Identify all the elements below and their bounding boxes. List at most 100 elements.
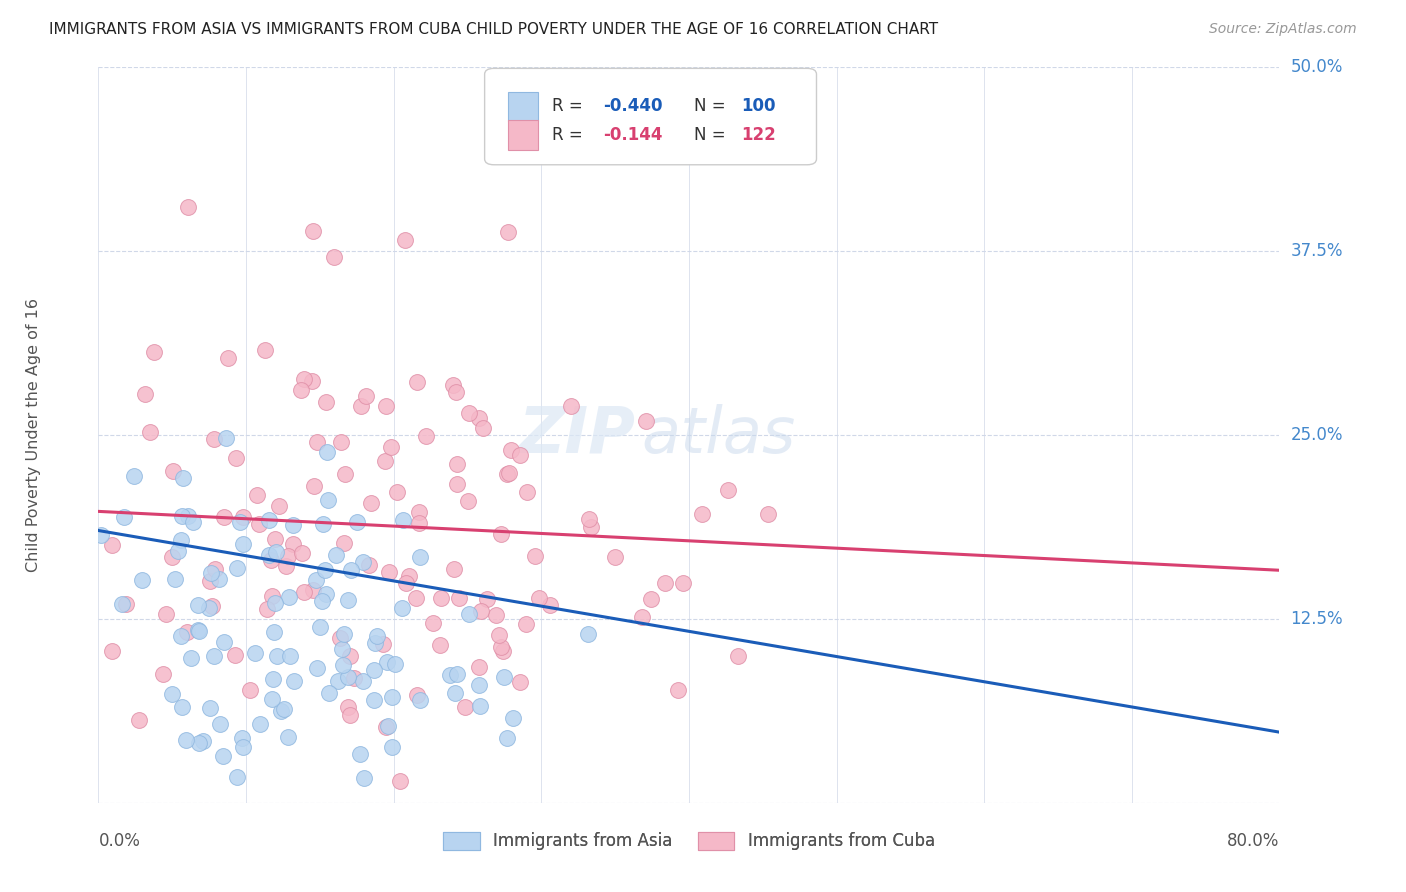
Text: 37.5%: 37.5% bbox=[1291, 242, 1343, 260]
Point bbox=[468, 410, 491, 425]
Point bbox=[391, 513, 413, 527]
Point bbox=[204, 562, 226, 576]
Point bbox=[578, 512, 600, 526]
FancyBboxPatch shape bbox=[485, 69, 817, 165]
Point bbox=[499, 442, 522, 457]
Text: 80.0%: 80.0% bbox=[1227, 832, 1279, 850]
Point bbox=[162, 687, 184, 701]
Text: -0.144: -0.144 bbox=[603, 126, 662, 145]
Point bbox=[170, 533, 193, 548]
Point bbox=[524, 549, 547, 563]
Point bbox=[101, 644, 124, 658]
Point bbox=[198, 601, 221, 615]
Point bbox=[292, 372, 315, 386]
Point bbox=[315, 395, 337, 409]
Point bbox=[449, 591, 471, 606]
Point bbox=[202, 649, 225, 664]
Point bbox=[446, 458, 468, 472]
Point bbox=[188, 736, 211, 750]
Point bbox=[260, 692, 283, 706]
Point bbox=[142, 345, 165, 359]
Point bbox=[290, 383, 312, 397]
Text: ZIP: ZIP bbox=[519, 404, 636, 466]
Point bbox=[281, 518, 304, 533]
Text: 122: 122 bbox=[741, 126, 776, 145]
Point bbox=[430, 591, 453, 605]
Point bbox=[339, 708, 361, 723]
Point bbox=[215, 431, 238, 445]
Point bbox=[174, 732, 197, 747]
Point bbox=[470, 699, 492, 714]
Point bbox=[263, 596, 285, 610]
Point bbox=[384, 657, 406, 671]
Point bbox=[160, 549, 183, 564]
Point bbox=[201, 599, 224, 614]
Point bbox=[330, 435, 353, 450]
Point bbox=[391, 600, 413, 615]
Point bbox=[172, 508, 194, 523]
Point bbox=[267, 499, 290, 513]
Point bbox=[225, 561, 247, 575]
Point bbox=[339, 648, 361, 663]
Text: atlas: atlas bbox=[641, 404, 796, 466]
Point bbox=[260, 553, 283, 567]
Point bbox=[232, 510, 254, 524]
Point bbox=[394, 233, 416, 247]
Point bbox=[312, 517, 335, 532]
Point bbox=[262, 672, 284, 686]
Point bbox=[212, 635, 235, 649]
Point bbox=[323, 250, 346, 264]
Point bbox=[516, 484, 538, 499]
Point bbox=[375, 399, 398, 413]
Point bbox=[354, 389, 377, 403]
Point bbox=[101, 538, 124, 552]
Point bbox=[515, 616, 537, 631]
Point bbox=[443, 562, 465, 576]
Point bbox=[352, 555, 374, 569]
Point bbox=[254, 343, 277, 357]
Text: N =: N = bbox=[693, 126, 731, 145]
Point bbox=[470, 604, 492, 618]
Point bbox=[181, 516, 204, 530]
Point bbox=[277, 549, 299, 564]
Point bbox=[177, 200, 200, 214]
Point bbox=[318, 686, 340, 700]
Point bbox=[631, 610, 654, 624]
Point bbox=[232, 536, 254, 550]
Point bbox=[485, 608, 508, 623]
Point bbox=[756, 507, 779, 521]
Point bbox=[283, 673, 305, 688]
Point bbox=[454, 700, 477, 714]
Point bbox=[371, 637, 394, 651]
Point bbox=[408, 516, 430, 530]
Point bbox=[398, 568, 420, 582]
Point bbox=[458, 406, 481, 420]
Point bbox=[727, 649, 749, 664]
Text: Source: ZipAtlas.com: Source: ZipAtlas.com bbox=[1209, 22, 1357, 37]
Point bbox=[259, 548, 281, 562]
Point bbox=[257, 513, 280, 527]
Point bbox=[256, 601, 278, 615]
Point bbox=[538, 598, 561, 612]
Point bbox=[90, 528, 112, 542]
Point bbox=[560, 399, 582, 413]
Point bbox=[301, 374, 323, 388]
Text: N =: N = bbox=[693, 97, 731, 115]
FancyBboxPatch shape bbox=[508, 92, 537, 121]
Point bbox=[329, 631, 352, 645]
Point bbox=[200, 566, 222, 581]
Point bbox=[406, 375, 429, 389]
Point bbox=[315, 445, 337, 459]
Point bbox=[302, 224, 325, 238]
Point bbox=[640, 591, 662, 606]
Point bbox=[277, 730, 299, 744]
Point bbox=[246, 487, 269, 501]
Point bbox=[134, 387, 156, 401]
Point bbox=[177, 508, 200, 523]
Point bbox=[231, 731, 253, 746]
Point bbox=[155, 607, 177, 621]
Point bbox=[380, 690, 402, 705]
Point bbox=[446, 666, 468, 681]
Point bbox=[180, 650, 202, 665]
Point bbox=[229, 515, 252, 529]
